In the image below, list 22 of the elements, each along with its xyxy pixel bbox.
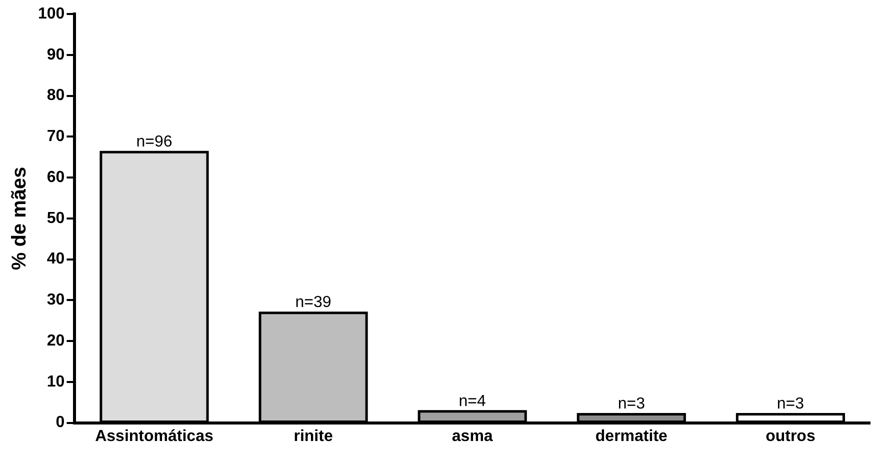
- annotation: n=4: [458, 392, 486, 410]
- annotation: n=39: [295, 294, 332, 312]
- x-tick-label: outros: [766, 428, 816, 445]
- x-tick-label: dermatite: [595, 428, 668, 445]
- y-tick-label: 60: [46, 168, 65, 186]
- y-tick-label: 40: [46, 250, 65, 268]
- y-tick-label: 0: [56, 414, 65, 432]
- x-tick-label: rinite: [294, 428, 333, 445]
- y-tick-label: 70: [46, 128, 65, 146]
- y-tick-label: 50: [46, 210, 65, 227]
- annotation: n=3: [776, 396, 804, 413]
- annotation: n=96: [136, 134, 172, 151]
- y-tick-label: 100: [38, 5, 65, 22]
- y-tick-label: 20: [46, 332, 65, 350]
- y-tick-label: 10: [46, 373, 65, 390]
- annotation: n=3: [618, 396, 646, 413]
- y-tick-label: 30: [46, 292, 65, 309]
- y-axis-title: % de mães: [8, 166, 31, 270]
- y-tick-label: 90: [46, 46, 65, 64]
- x-tick-label: asma: [452, 428, 493, 445]
- x-tick-label: Assintomáticas: [95, 428, 214, 445]
- y-tick-label: 80: [46, 87, 65, 104]
